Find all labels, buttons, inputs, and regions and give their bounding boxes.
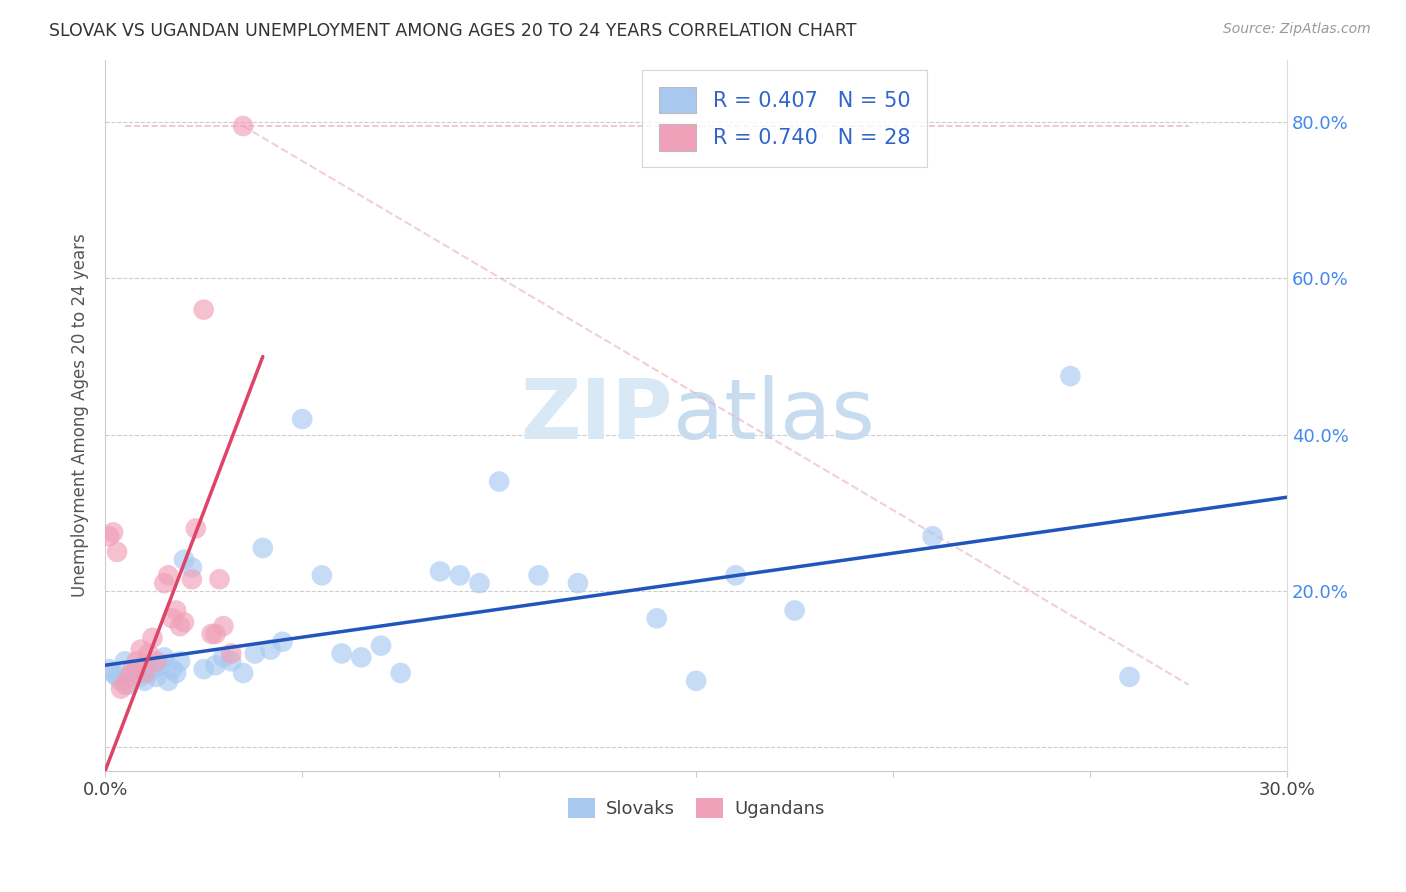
Point	[141, 631, 163, 645]
Point	[1059, 369, 1081, 384]
Point	[921, 529, 943, 543]
Point	[165, 603, 187, 617]
Point	[129, 670, 152, 684]
Point	[567, 576, 589, 591]
Point	[468, 576, 491, 591]
Point	[105, 670, 128, 684]
Point	[101, 666, 124, 681]
Point	[370, 639, 392, 653]
Point	[311, 568, 333, 582]
Point	[157, 673, 180, 688]
Point	[118, 670, 141, 684]
Point	[98, 529, 121, 543]
Point	[232, 119, 254, 133]
Point	[121, 662, 143, 676]
Legend: Slovaks, Ugandans: Slovaks, Ugandans	[561, 790, 832, 826]
Point	[429, 565, 451, 579]
Point	[134, 666, 156, 681]
Point	[138, 666, 160, 681]
Point	[645, 611, 668, 625]
Point	[160, 611, 183, 625]
Point	[193, 302, 215, 317]
Point	[169, 619, 191, 633]
Point	[134, 658, 156, 673]
Point	[260, 642, 283, 657]
Point	[449, 568, 471, 582]
Point	[157, 568, 180, 582]
Point	[114, 678, 136, 692]
Point	[184, 521, 207, 535]
Point	[1118, 670, 1140, 684]
Point	[118, 678, 141, 692]
Point	[193, 662, 215, 676]
Point	[153, 650, 176, 665]
Point	[200, 627, 222, 641]
Text: ZIP: ZIP	[520, 375, 672, 456]
Point	[160, 662, 183, 676]
Point	[212, 650, 235, 665]
Point	[114, 654, 136, 668]
Text: SLOVAK VS UGANDAN UNEMPLOYMENT AMONG AGES 20 TO 24 YEARS CORRELATION CHART: SLOVAK VS UGANDAN UNEMPLOYMENT AMONG AGE…	[49, 22, 856, 40]
Point	[389, 666, 412, 681]
Point	[208, 572, 231, 586]
Point	[204, 658, 226, 673]
Point	[291, 412, 314, 426]
Point	[145, 670, 167, 684]
Point	[125, 654, 148, 668]
Y-axis label: Unemployment Among Ages 20 to 24 years: Unemployment Among Ages 20 to 24 years	[72, 234, 89, 597]
Point	[110, 673, 132, 688]
Point	[121, 666, 143, 681]
Point	[243, 647, 266, 661]
Point	[138, 647, 160, 661]
Point	[101, 525, 124, 540]
Point	[173, 615, 195, 630]
Point	[180, 572, 202, 586]
Point	[212, 619, 235, 633]
Point	[232, 666, 254, 681]
Point	[527, 568, 550, 582]
Point	[271, 634, 294, 648]
Point	[685, 673, 707, 688]
Point	[330, 647, 353, 661]
Point	[173, 552, 195, 566]
Point	[488, 475, 510, 489]
Point	[105, 545, 128, 559]
Point	[110, 681, 132, 696]
Point	[169, 654, 191, 668]
Point	[153, 576, 176, 591]
Text: atlas: atlas	[672, 375, 875, 456]
Text: Source: ZipAtlas.com: Source: ZipAtlas.com	[1223, 22, 1371, 37]
Point	[141, 662, 163, 676]
Point	[350, 650, 373, 665]
Point	[204, 627, 226, 641]
Point	[180, 560, 202, 574]
Point	[219, 647, 242, 661]
Point	[129, 642, 152, 657]
Point	[219, 654, 242, 668]
Point	[252, 541, 274, 555]
Point	[145, 654, 167, 668]
Point	[165, 666, 187, 681]
Point	[125, 662, 148, 676]
Point	[783, 603, 806, 617]
Point	[98, 662, 121, 676]
Point	[134, 673, 156, 688]
Point	[724, 568, 747, 582]
Point	[149, 658, 172, 673]
